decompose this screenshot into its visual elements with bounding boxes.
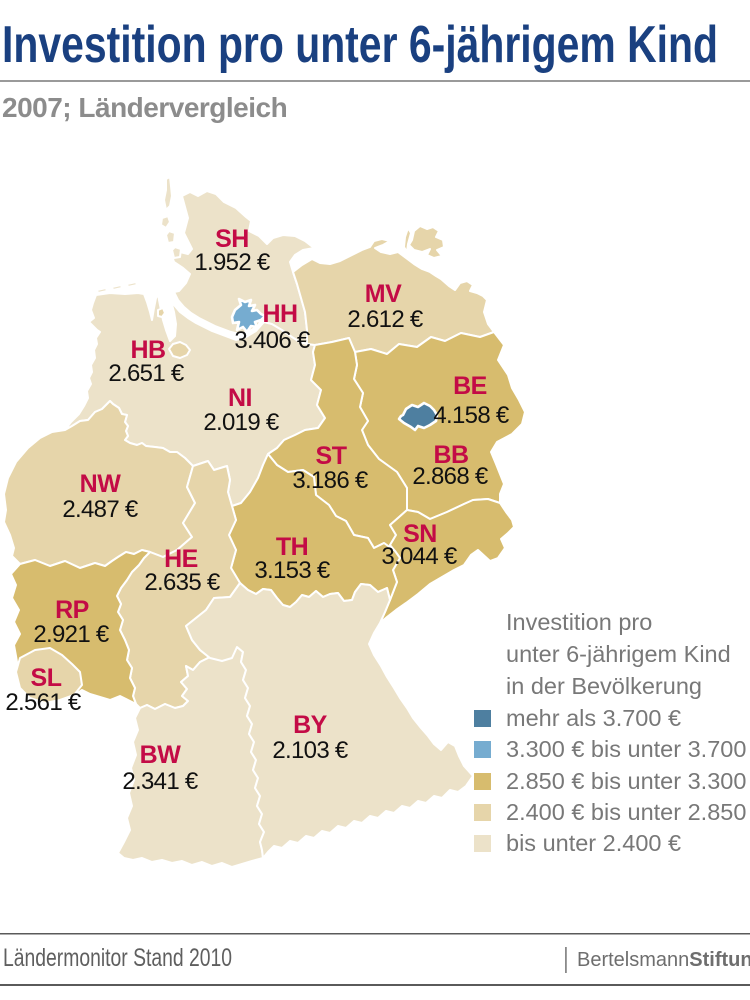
svg-text:bis unter 2.400 €: bis unter 2.400 €: [506, 830, 681, 856]
svg-text:Ländermonitor Stand 2010: Ländermonitor Stand 2010: [3, 944, 232, 972]
svg-text:3.153 €: 3.153 €: [254, 557, 331, 584]
svg-text:SH: SH: [215, 225, 249, 253]
svg-text:ST: ST: [316, 442, 347, 470]
svg-text:HH: HH: [262, 300, 297, 328]
svg-text:2.868 €: 2.868 €: [412, 463, 489, 490]
svg-text:2.850 € bis unter 3.300 €: 2.850 € bis unter 3.300 €: [506, 768, 750, 794]
svg-text:HB: HB: [130, 336, 165, 364]
svg-text:2.921 €: 2.921 €: [33, 621, 110, 648]
svg-text:3.044 €: 3.044 €: [381, 543, 458, 570]
svg-text:3.186 €: 3.186 €: [292, 467, 369, 494]
svg-text:BY: BY: [293, 711, 328, 739]
svg-text:2.561 €: 2.561 €: [5, 689, 82, 716]
svg-text:unter 6-jährigem Kind: unter 6-jährigem Kind: [506, 641, 731, 667]
svg-text:BW: BW: [140, 741, 182, 769]
svg-text:Investition pro unter 6-jährig: Investition pro unter 6-jährigem Kind: [2, 16, 718, 74]
svg-text:mehr als 3.700 €: mehr als 3.700 €: [506, 705, 681, 731]
svg-text:2.635 €: 2.635 €: [144, 569, 221, 596]
svg-text:2.651 €: 2.651 €: [108, 360, 185, 387]
svg-text:2.341 €: 2.341 €: [122, 768, 199, 795]
svg-text:2.103 €: 2.103 €: [272, 737, 349, 764]
svg-text:2007; Ländervergleich: 2007; Ländervergleich: [2, 92, 287, 123]
svg-text:BertelsmannStiftung: BertelsmannStiftung: [577, 949, 750, 971]
svg-text:BB: BB: [433, 441, 468, 469]
svg-text:2.487 €: 2.487 €: [62, 496, 139, 523]
svg-text:1.952 €: 1.952 €: [194, 249, 271, 276]
svg-text:3.406 €: 3.406 €: [234, 327, 311, 354]
svg-text:2.019 €: 2.019 €: [203, 409, 280, 436]
svg-text:SN: SN: [403, 520, 437, 548]
svg-text:4.158 €: 4.158 €: [433, 402, 510, 429]
svg-text:TH: TH: [276, 533, 308, 561]
svg-text:SL: SL: [31, 664, 62, 692]
svg-text:BE: BE: [453, 372, 487, 400]
svg-text:3.300 € bis unter 3.700 €: 3.300 € bis unter 3.700 €: [506, 736, 750, 762]
svg-text:in der Bevölkerung: in der Bevölkerung: [506, 673, 702, 699]
svg-text:2.612 €: 2.612 €: [347, 306, 424, 333]
svg-text:Investition pro: Investition pro: [506, 609, 652, 635]
svg-text:2.400 € bis unter 2.850 €: 2.400 € bis unter 2.850 €: [506, 799, 750, 825]
svg-text:RP: RP: [55, 596, 89, 624]
svg-text:HE: HE: [164, 545, 198, 573]
svg-text:NI: NI: [228, 384, 252, 412]
svg-text:NW: NW: [80, 470, 122, 498]
svg-text:MV: MV: [365, 280, 402, 308]
